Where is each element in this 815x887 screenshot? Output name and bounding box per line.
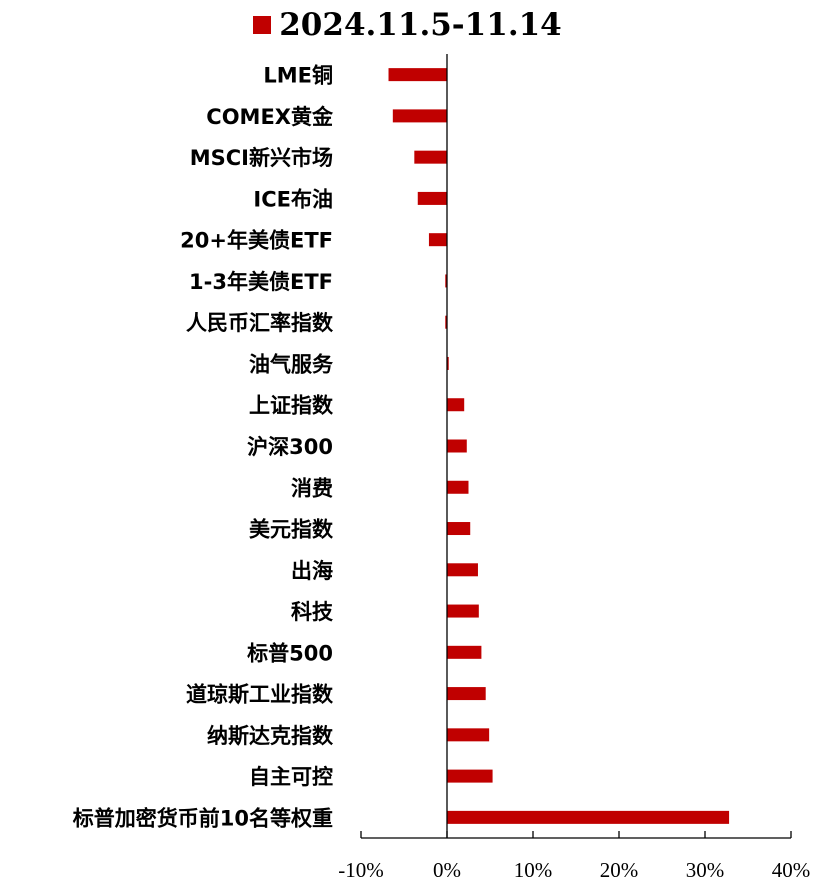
category-label: LME铜 [263,64,333,88]
category-label: 自主可控 [249,765,333,789]
bar [447,480,469,494]
category-label: 美元指数 [249,518,334,542]
category-label: 沪深300 [247,435,333,459]
category-label: 科技 [291,600,334,624]
bar [428,233,447,247]
category-label: 油气服务 [249,352,334,376]
bar [447,728,490,742]
bar [447,687,486,701]
bar [447,604,479,618]
legend-label: 2024.11.5-11.14 [279,7,562,43]
category-label: ICE布油 [253,187,333,211]
bar [388,68,447,82]
bar [447,810,730,824]
bar [445,315,447,329]
x-tick-label: 0% [433,858,461,882]
category-label: 上证指数 [249,394,334,418]
x-tick-label: 20% [600,858,639,882]
bar [447,645,482,659]
bar [447,398,465,412]
category-label: 标普加密货币前10名等权重 [73,806,333,830]
category-label: 标普500 [247,641,333,665]
x-tick-label: -10% [338,858,384,882]
bar [447,439,467,453]
x-tick-label: 10% [514,858,553,882]
category-label: COMEX黄金 [206,105,334,129]
bar [447,356,449,370]
bar [417,191,447,205]
category-label: 道琼斯工业指数 [186,683,334,707]
category-label: MSCI新兴市场 [190,146,333,170]
category-label: 纳斯达克指数 [207,724,334,748]
category-label: 20+年美债ETF [180,229,333,253]
x-tick-label: 40% [772,858,811,882]
legend-swatch [253,16,272,34]
bar [447,563,478,577]
category-label: 出海 [291,559,333,583]
bar [392,109,447,123]
category-label: 消费 [291,476,333,500]
category-label: 1-3年美债ETF [189,270,333,294]
bar [447,769,493,783]
category-label: 人民币汇率指数 [186,311,334,335]
x-tick-label: 30% [686,858,725,882]
legend: 2024.11.5-11.14 [0,0,815,50]
bar [447,522,471,536]
bar [445,274,447,288]
bar [414,150,447,164]
